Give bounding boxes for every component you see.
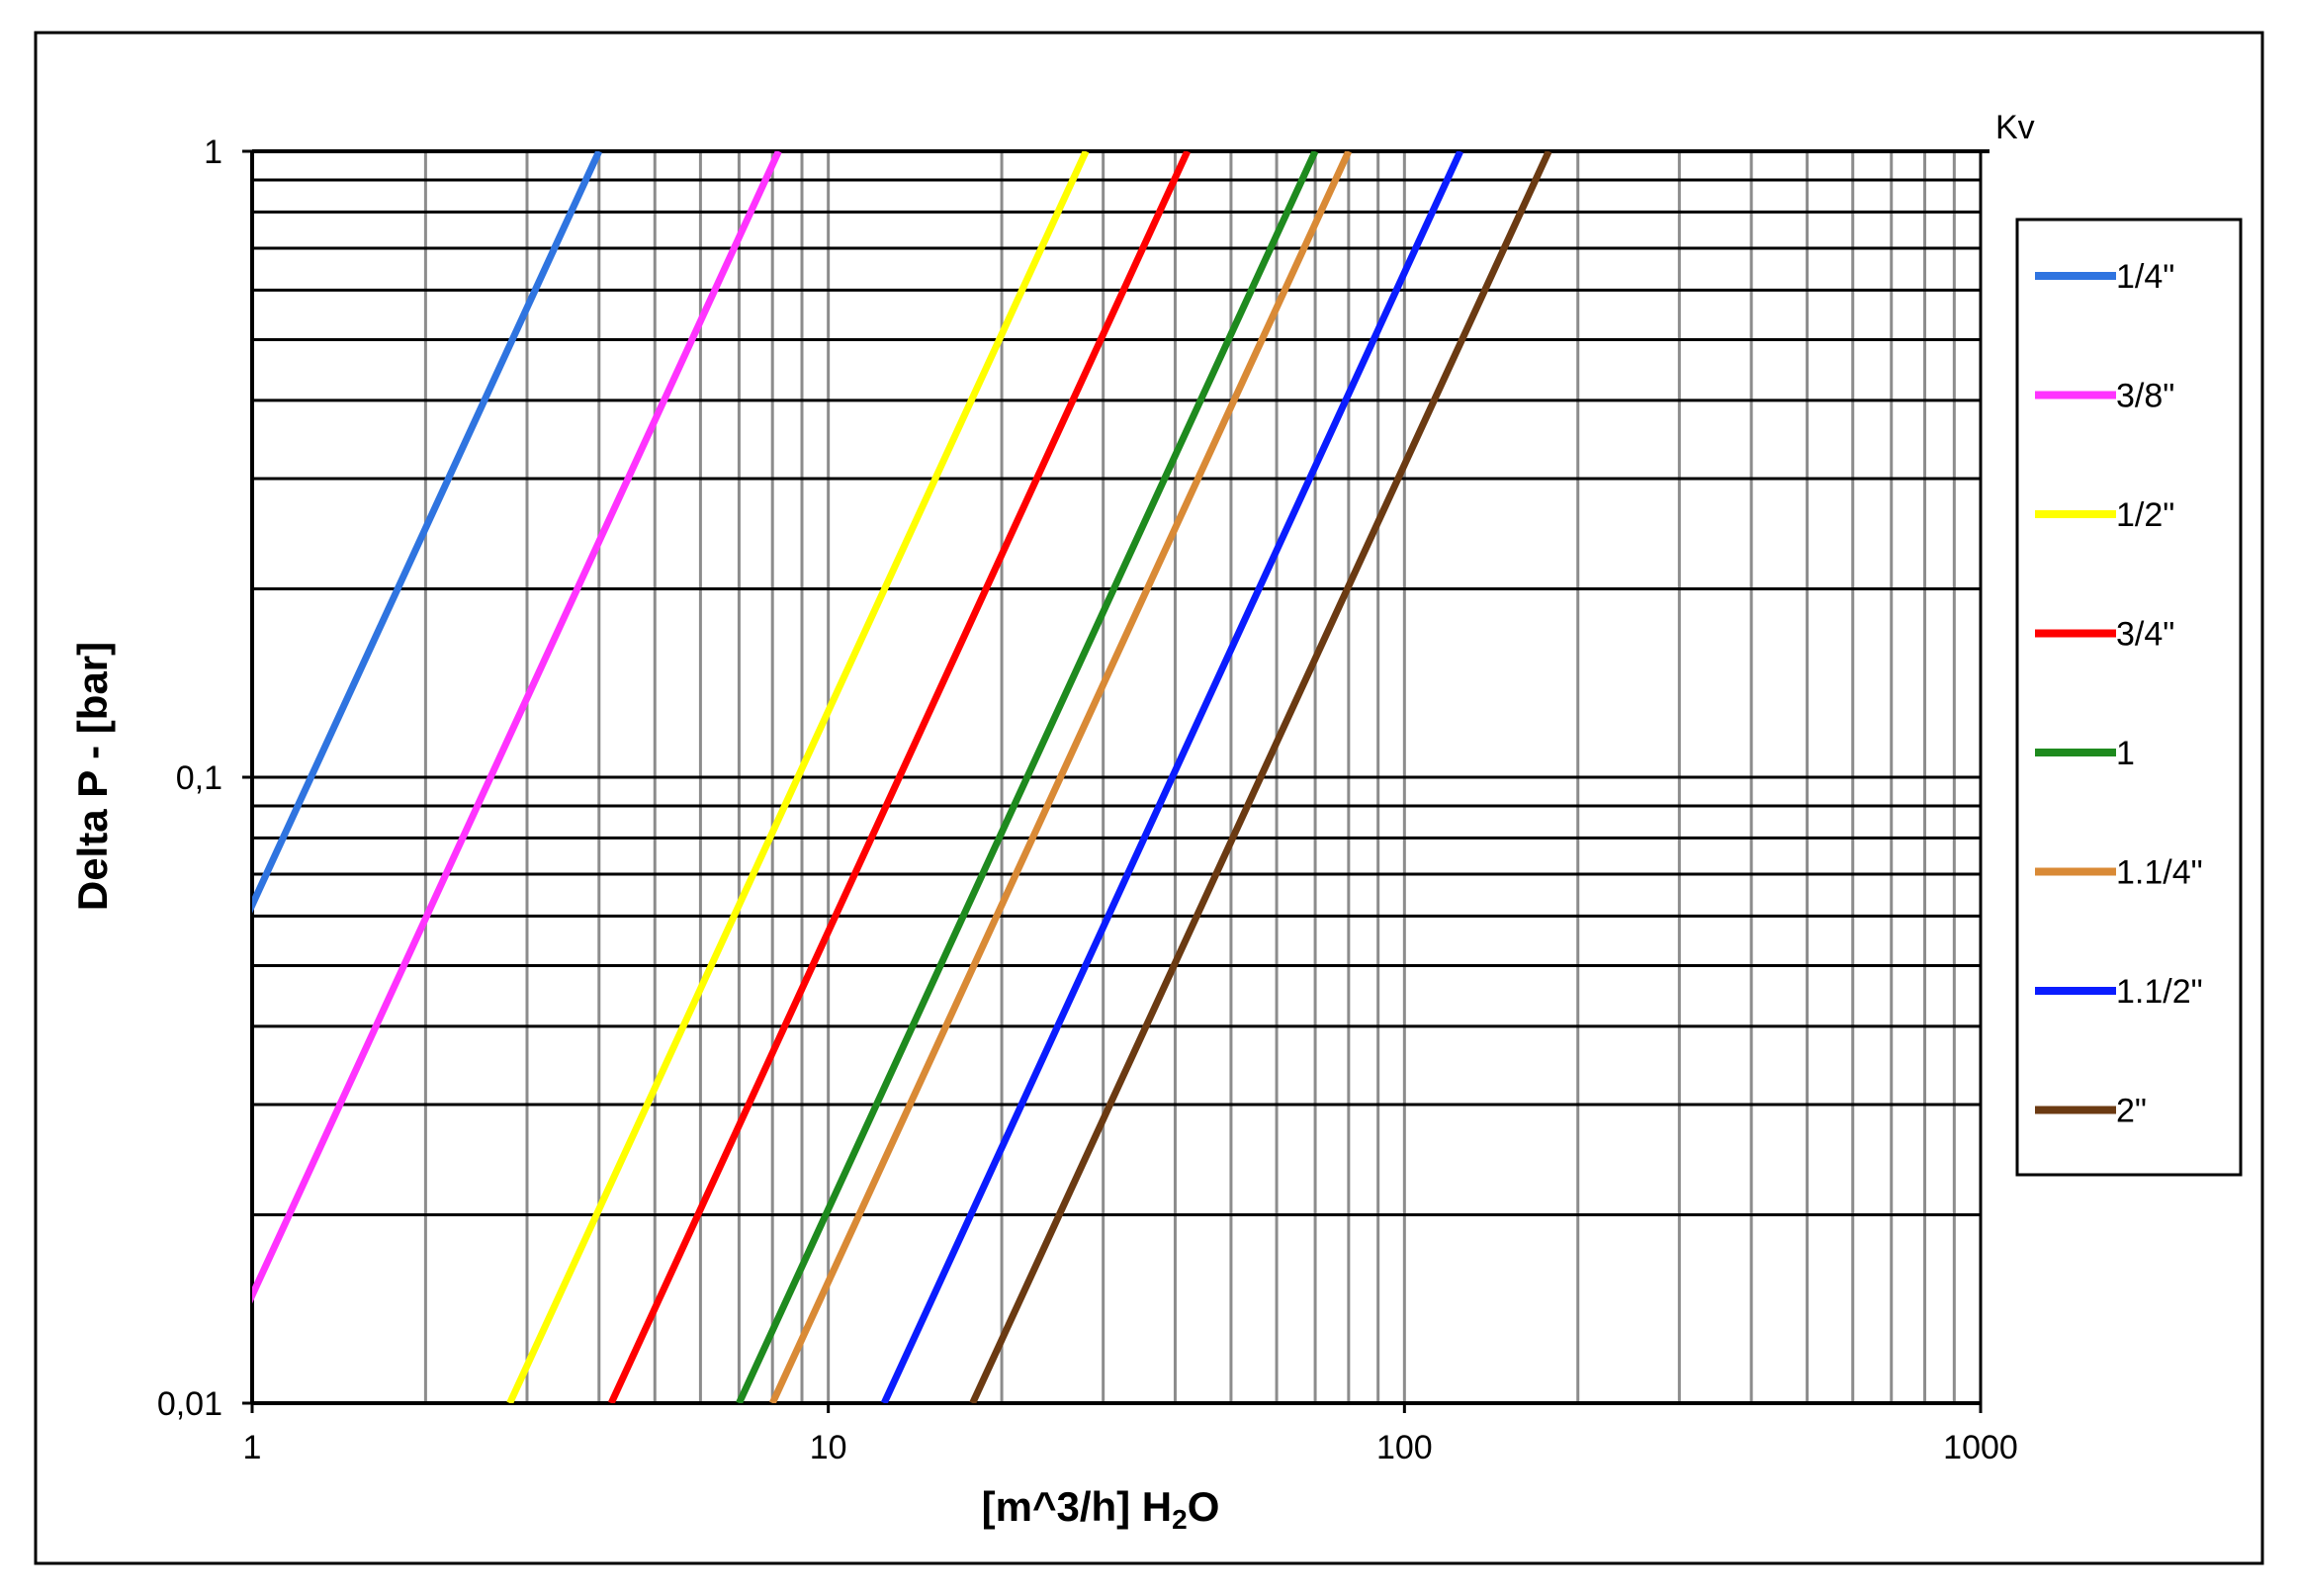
y-tick-label: 0,01 bbox=[157, 1385, 222, 1423]
legend-label: 1/2" bbox=[2116, 496, 2174, 534]
legend-label: 1.1/2" bbox=[2116, 973, 2203, 1011]
x-tick-label: 1 bbox=[243, 1429, 262, 1466]
x-tick-label: 100 bbox=[1376, 1429, 1433, 1466]
corner-label-kv: Kv bbox=[1995, 109, 2035, 146]
legend-label: 1/4" bbox=[2116, 258, 2174, 296]
y-tick-label: 1 bbox=[204, 133, 222, 171]
series-lines bbox=[252, 151, 1552, 1403]
horizontal-gridlines bbox=[252, 178, 1981, 1216]
x-tick-label: 10 bbox=[810, 1429, 847, 1466]
legend-label: 3/4" bbox=[2116, 616, 2174, 654]
y-tick-label: 0,1 bbox=[176, 759, 222, 797]
legend-label: 3/8" bbox=[2116, 378, 2174, 415]
series-line-3 bbox=[506, 151, 1090, 1403]
legend-label: 1.1/4" bbox=[2116, 854, 2203, 892]
outer-frame bbox=[34, 31, 2264, 1565]
series-line-2 bbox=[252, 151, 782, 1304]
series-line-7 bbox=[880, 151, 1463, 1403]
series-line-8 bbox=[969, 151, 1552, 1403]
series-line-5 bbox=[736, 151, 1319, 1403]
series-line-4 bbox=[607, 151, 1191, 1403]
legend-label: 1 bbox=[2116, 735, 2135, 772]
series-line-6 bbox=[769, 151, 1353, 1403]
y-axis-title: Delta P - [bar] bbox=[69, 642, 116, 911]
legend: 1/4" 3/8" 1/2" 3/4" 1 1.1/4" 1.1/2" 2" bbox=[2015, 218, 2243, 1177]
x-axis-title: [m^3/h] H2O bbox=[982, 1483, 1220, 1535]
y-tick-labels: 1 0,1 0,01 bbox=[157, 133, 222, 1423]
axes bbox=[242, 149, 1990, 1413]
x-tick-labels: 1 10 100 1000 bbox=[243, 1429, 2018, 1466]
legend-label: 2" bbox=[2116, 1093, 2147, 1130]
legend-box bbox=[2015, 218, 2243, 1177]
series-line-1 bbox=[252, 151, 602, 914]
x-tick-label: 1000 bbox=[1943, 1429, 2018, 1466]
